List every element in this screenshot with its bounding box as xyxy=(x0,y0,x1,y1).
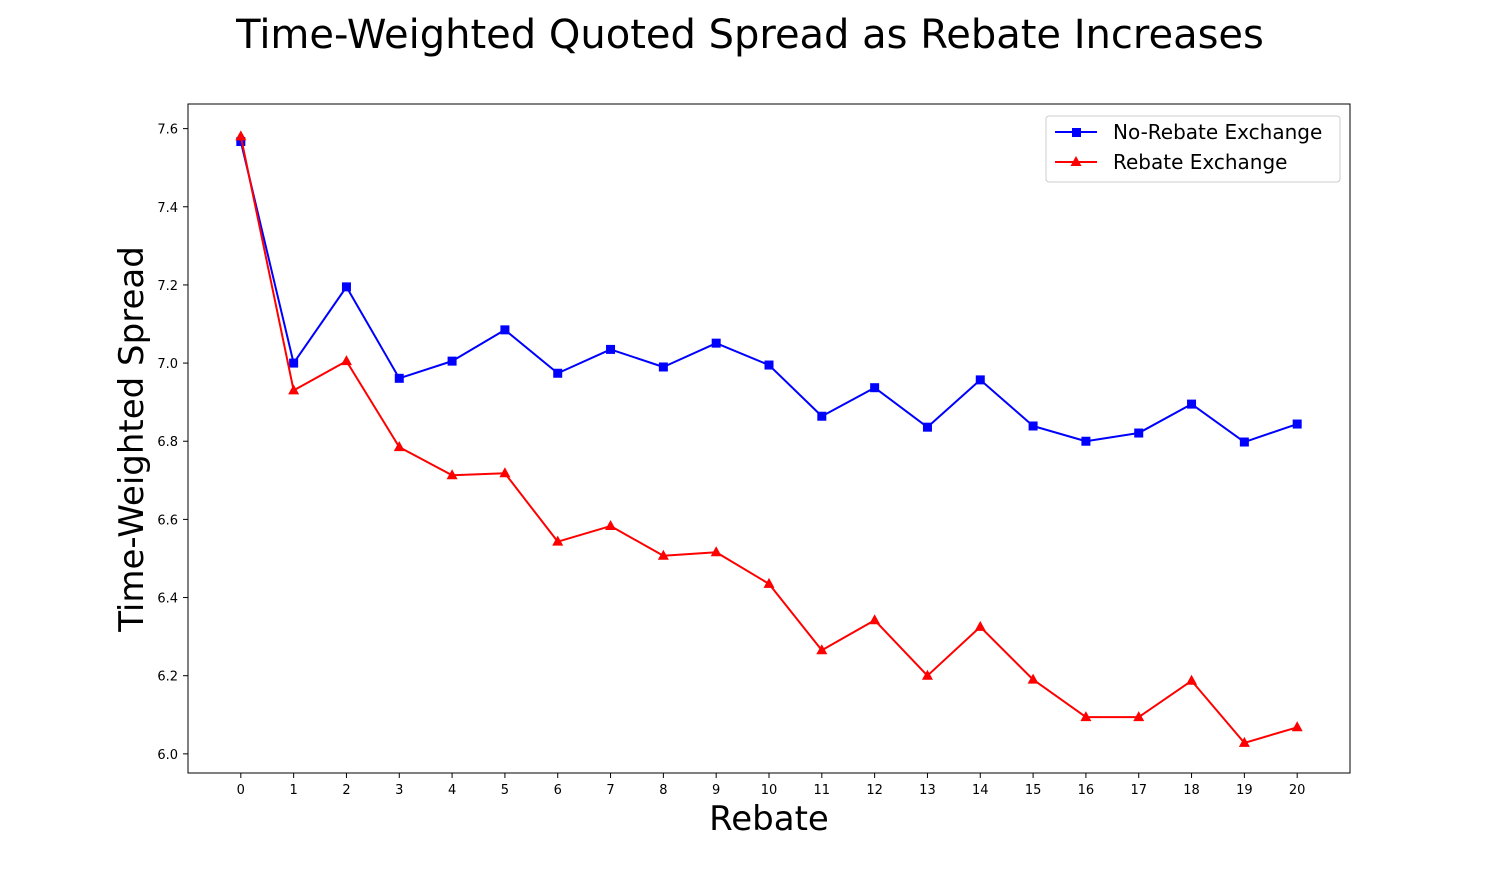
x-tick-label: 7 xyxy=(606,783,614,798)
legend-box xyxy=(1045,115,1341,183)
data-point xyxy=(658,362,668,372)
data-point xyxy=(710,546,722,557)
data-point xyxy=(606,344,616,354)
data-point xyxy=(921,669,933,680)
data-point xyxy=(657,549,669,560)
data-point xyxy=(870,383,880,393)
x-tick-label: 1 xyxy=(289,783,297,798)
data-point xyxy=(974,620,986,631)
x-axis: 0 1 2 3 4 5 6 7 8 9 10 11 12 13 14 15 16 17 18 19 20 xyxy=(237,773,1306,798)
x-tick-label: 6 xyxy=(554,783,562,798)
series-no-rebate-exchange xyxy=(236,137,1302,447)
data-point xyxy=(1028,421,1038,431)
data-point xyxy=(340,355,352,366)
x-tick-label: 11 xyxy=(814,783,831,798)
y-axis-label: Time-Weighted Spread xyxy=(112,246,152,633)
data-point xyxy=(236,137,246,147)
y-tick-label: 6.4 xyxy=(157,592,178,607)
data-point xyxy=(1186,674,1198,685)
plot-area xyxy=(187,103,1351,774)
y-tick-label: 6.2 xyxy=(157,670,178,685)
data-point xyxy=(711,338,721,348)
data-point xyxy=(1239,437,1249,447)
data-point xyxy=(1080,711,1092,722)
data-point xyxy=(341,282,351,292)
data-point xyxy=(235,130,247,141)
y-tick-label: 7.2 xyxy=(157,279,178,294)
x-axis-label: Rebate xyxy=(709,799,829,839)
data-point xyxy=(1291,721,1303,732)
series-layer xyxy=(235,130,1303,747)
x-tick-label: 10 xyxy=(761,783,778,798)
data-point xyxy=(500,325,510,335)
series-line-rebate-exchange xyxy=(239,136,1298,744)
chart-title: Time-Weighted Quoted Spread as Rebate In… xyxy=(235,12,1264,58)
x-tick-label: 14 xyxy=(972,783,989,798)
data-point xyxy=(394,373,404,383)
x-tick-label: 12 xyxy=(866,783,883,798)
data-point xyxy=(605,520,617,531)
x-tick-label: 17 xyxy=(1130,783,1147,798)
x-tick-label: 3 xyxy=(395,783,403,798)
data-point xyxy=(1133,711,1145,722)
x-tick-label: 13 xyxy=(919,783,936,798)
legend-marker-square xyxy=(1072,128,1081,137)
x-tick-label: 15 xyxy=(1025,783,1042,798)
data-point xyxy=(1134,428,1144,438)
data-point xyxy=(817,411,827,421)
legend: No-Rebate Exchange Rebate Exchange xyxy=(1045,115,1341,183)
data-point xyxy=(446,469,458,480)
legend-label-rebate: Rebate Exchange xyxy=(1113,150,1287,174)
data-point xyxy=(393,441,405,452)
y-tick-label: 7.0 xyxy=(157,357,178,372)
data-point xyxy=(447,356,457,366)
x-tick-label: 16 xyxy=(1078,783,1095,798)
legend-label-no-rebate: No-Rebate Exchange xyxy=(1113,120,1322,144)
data-point xyxy=(763,577,775,588)
y-tick-label: 7.4 xyxy=(157,201,178,216)
x-tick-label: 0 xyxy=(237,783,245,798)
data-point xyxy=(553,368,563,378)
data-point xyxy=(1238,736,1250,747)
data-point xyxy=(288,384,300,395)
y-axis: 6.0 6.2 6.4 6.6 6.8 7.0 7.2 7.4 7.6 xyxy=(157,123,188,763)
data-point xyxy=(289,358,299,368)
y-tick-label: 6.8 xyxy=(157,435,178,450)
data-point xyxy=(1292,419,1302,429)
data-point xyxy=(764,360,774,370)
x-tick-label: 20 xyxy=(1289,783,1306,798)
x-tick-label: 2 xyxy=(342,783,350,798)
x-tick-label: 4 xyxy=(448,783,456,798)
x-tick-label: 5 xyxy=(501,783,509,798)
y-tick-label: 6.6 xyxy=(157,513,178,528)
data-point xyxy=(869,614,881,625)
x-tick-label: 19 xyxy=(1236,783,1253,798)
series-rebate-exchange xyxy=(235,130,1303,747)
data-point xyxy=(922,422,932,432)
legend-marker-triangle xyxy=(1070,156,1082,166)
data-point xyxy=(552,535,564,546)
data-point xyxy=(1081,436,1091,446)
series-line-no-rebate-exchange xyxy=(239,141,1298,444)
data-point xyxy=(499,467,511,478)
data-point xyxy=(1187,399,1197,409)
data-point xyxy=(816,644,828,655)
data-point xyxy=(1027,673,1039,684)
y-tick-label: 6.0 xyxy=(157,748,178,763)
x-tick-label: 18 xyxy=(1183,783,1200,798)
x-tick-label: 8 xyxy=(659,783,667,798)
y-tick-label: 7.6 xyxy=(157,123,178,138)
x-tick-label: 9 xyxy=(712,783,720,798)
data-point xyxy=(975,375,985,385)
